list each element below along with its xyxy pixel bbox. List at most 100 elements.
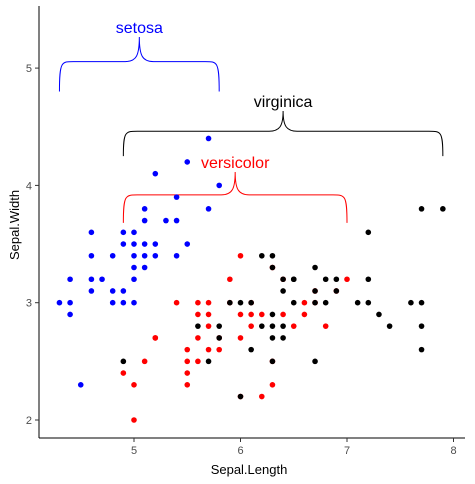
brace-label-versicolor: versicolor xyxy=(201,155,270,172)
data-point-virginica xyxy=(216,335,222,341)
data-point-versicolor xyxy=(301,299,308,306)
annotation-layer: setosa virginica versicolor xyxy=(58,20,444,223)
data-point-virginica xyxy=(205,358,212,365)
data-point-setosa xyxy=(141,264,148,271)
data-point-virginica xyxy=(269,358,276,365)
data-point-virginica xyxy=(312,358,318,365)
data-point-versicolor xyxy=(173,299,180,306)
data-point-versicolor xyxy=(237,252,244,259)
data-point-virginica xyxy=(259,252,265,259)
data-point-versicolor xyxy=(216,346,222,353)
data-point-versicolor xyxy=(195,311,201,318)
data-point-virginica xyxy=(408,299,414,306)
data-point-virginica xyxy=(418,206,425,212)
data-point-virginica xyxy=(333,276,340,283)
data-point-versicolor xyxy=(205,311,212,318)
x-axis-title: Sepal.Length xyxy=(211,462,288,477)
data-point-versicolor xyxy=(269,382,276,388)
data-point-setosa xyxy=(109,299,116,306)
data-point-versicolor xyxy=(141,358,148,365)
y-axis-title: Sepal.Width xyxy=(7,190,22,260)
data-point-setosa xyxy=(141,206,148,212)
data-point-virginica xyxy=(418,299,425,306)
data-point-setosa xyxy=(109,252,116,259)
data-point-versicolor xyxy=(227,276,233,283)
data-point-versicolor xyxy=(248,311,254,318)
data-point-setosa xyxy=(88,252,95,259)
data-point-setosa xyxy=(131,264,137,271)
x-tick-label: 8 xyxy=(450,445,456,457)
data-point-setosa xyxy=(56,299,63,306)
data-point-virginica xyxy=(248,299,254,306)
data-point-setosa xyxy=(163,217,169,224)
data-point-virginica xyxy=(269,264,276,271)
data-point-setosa xyxy=(205,206,212,212)
brace-setosa xyxy=(58,37,220,92)
data-point-versicolor xyxy=(152,335,159,341)
data-point-virginica xyxy=(386,323,393,329)
data-point-setosa xyxy=(77,382,84,388)
data-point-setosa xyxy=(131,252,137,259)
data-point-versicolor xyxy=(120,370,127,376)
data-point-versicolor xyxy=(195,299,201,306)
y-tick-label: 4 xyxy=(26,180,32,192)
data-point-versicolor xyxy=(131,417,137,423)
data-point-setosa xyxy=(120,241,127,247)
data-point-virginica xyxy=(120,358,127,365)
data-point-versicolor xyxy=(259,393,265,400)
data-point-setosa xyxy=(184,159,191,165)
data-point-versicolor xyxy=(290,323,297,329)
data-point-setosa xyxy=(152,252,159,259)
y-tick-label: 5 xyxy=(26,63,32,75)
data-point-versicolor xyxy=(184,346,191,353)
data-point-versicolor xyxy=(205,346,212,353)
data-point-virginica xyxy=(280,323,286,329)
data-point-virginica xyxy=(290,276,297,283)
data-point-setosa xyxy=(173,252,180,259)
data-point-versicolor xyxy=(301,311,308,318)
data-point-setosa xyxy=(131,276,137,283)
data-point-virginica xyxy=(365,276,372,283)
data-point-virginica xyxy=(216,323,222,329)
data-point-versicolor xyxy=(184,358,191,365)
data-point-virginica xyxy=(418,323,425,329)
data-point-virginica xyxy=(280,288,286,294)
data-point-virginica xyxy=(333,288,340,294)
data-point-versicolor xyxy=(248,323,254,329)
data-point-virginica xyxy=(269,335,276,341)
data-point-versicolor xyxy=(131,382,137,388)
data-point-versicolor xyxy=(322,323,329,329)
data-point-versicolor xyxy=(205,299,212,306)
data-point-setosa xyxy=(141,241,148,247)
data-point-setosa xyxy=(120,288,127,294)
brace-virginica xyxy=(122,110,444,157)
data-point-virginica xyxy=(259,323,265,329)
data-point-virginica xyxy=(376,311,382,318)
data-point-virginica xyxy=(248,346,254,353)
data-point-versicolor xyxy=(184,382,191,388)
data-point-setosa xyxy=(67,299,73,306)
data-point-virginica xyxy=(269,252,276,259)
brace-label-setosa: setosa xyxy=(116,20,163,37)
data-point-virginica xyxy=(312,264,318,271)
data-point-setosa xyxy=(67,311,73,318)
data-point-setosa xyxy=(109,288,116,294)
data-point-virginica xyxy=(237,299,244,306)
data-point-versicolor xyxy=(280,311,286,318)
data-point-virginica xyxy=(365,229,372,236)
x-tick-label: 5 xyxy=(131,445,137,457)
data-point-virginica xyxy=(418,346,425,353)
data-point-virginica xyxy=(290,299,297,306)
brace-label-virginica: virginica xyxy=(254,94,313,111)
data-point-virginica xyxy=(365,299,372,306)
data-point-virginica xyxy=(440,206,446,212)
data-point-setosa xyxy=(173,217,180,224)
data-point-setosa xyxy=(205,135,212,142)
data-point-virginica xyxy=(227,299,233,306)
data-point-virginica xyxy=(280,276,286,283)
data-point-setosa xyxy=(152,241,159,247)
data-point-setosa xyxy=(67,276,73,283)
data-point-virginica xyxy=(280,335,286,341)
